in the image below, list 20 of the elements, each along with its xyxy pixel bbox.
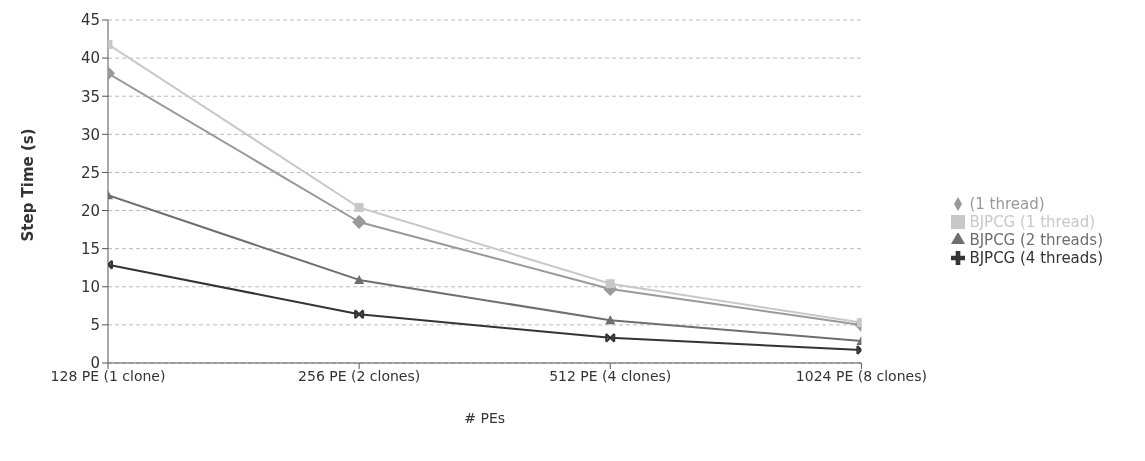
x-tick-label: 256 PE (2 clones) <box>298 367 421 384</box>
point <box>354 203 364 213</box>
x-tick-label: 1024 PE (8 clones) <box>795 367 927 384</box>
y-tick-label: 30 <box>80 125 100 144</box>
x-axis-title: # PEs <box>464 410 506 426</box>
x-tick-label: 128 PE (1 clone) <box>50 367 166 384</box>
point <box>605 279 615 289</box>
y-tick-label: 40 <box>80 49 100 68</box>
y-axis-title: Step Time (s) <box>19 128 38 242</box>
legend-label: (1 thread) <box>969 194 1045 213</box>
y-tick-label: 45 <box>80 11 100 30</box>
y-tick-label: 15 <box>80 239 100 258</box>
y-tick-label: 25 <box>80 163 100 182</box>
legend-label: BJPCG (2 threads) <box>969 230 1103 249</box>
y-tick-label: 35 <box>80 87 100 106</box>
y-tick-label: 20 <box>80 201 100 220</box>
y-tick-label: 10 <box>80 278 100 297</box>
x-tick-label: 512 PE (4 clones) <box>549 367 672 384</box>
y-tick-label: 5 <box>90 316 100 335</box>
legend-label: BJPCG (4 threads) <box>969 248 1103 267</box>
